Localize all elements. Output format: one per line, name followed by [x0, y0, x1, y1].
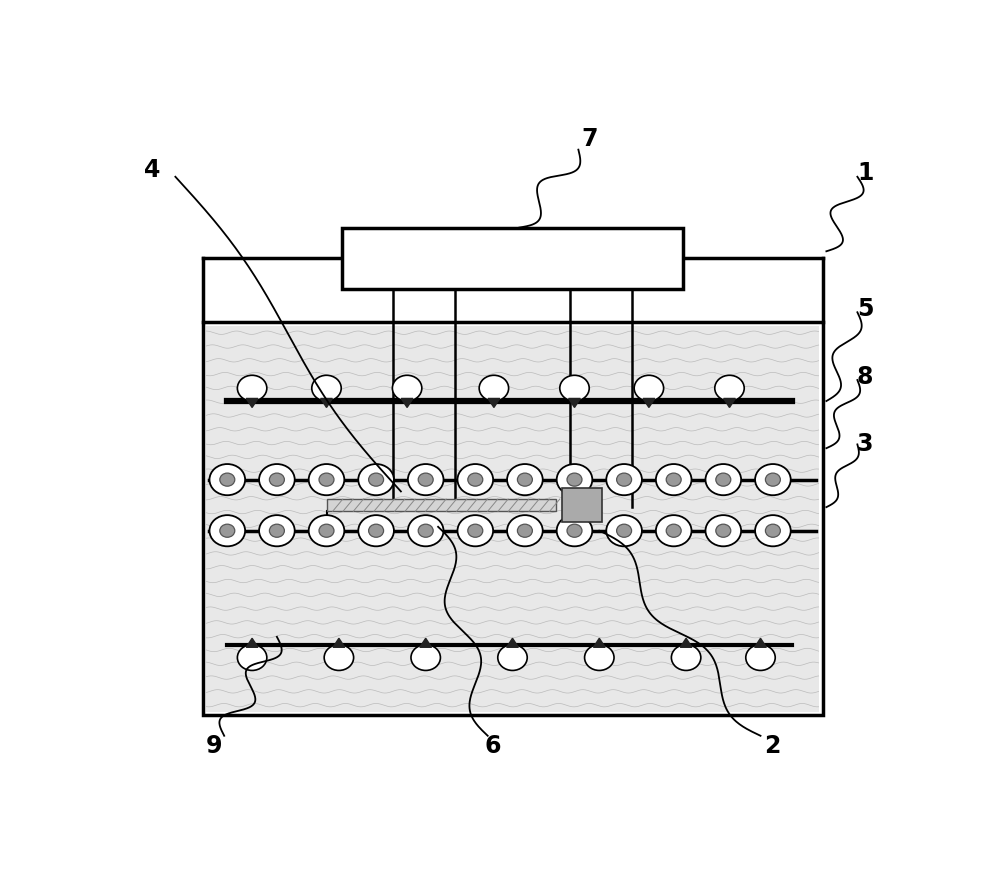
Circle shape: [457, 515, 493, 546]
Circle shape: [617, 524, 632, 538]
Circle shape: [259, 515, 295, 546]
Polygon shape: [593, 638, 605, 648]
Circle shape: [468, 473, 483, 486]
Polygon shape: [488, 399, 500, 407]
Polygon shape: [333, 638, 345, 648]
Polygon shape: [680, 638, 692, 648]
Circle shape: [517, 524, 532, 538]
Circle shape: [237, 645, 267, 671]
Circle shape: [457, 464, 493, 495]
Circle shape: [324, 645, 354, 671]
Circle shape: [408, 515, 444, 546]
Circle shape: [369, 524, 384, 538]
Circle shape: [468, 524, 483, 538]
Circle shape: [557, 515, 592, 546]
Circle shape: [369, 473, 384, 486]
Bar: [202, 322, 822, 715]
Circle shape: [671, 645, 701, 671]
Polygon shape: [420, 638, 432, 648]
Polygon shape: [569, 399, 580, 407]
Circle shape: [746, 645, 775, 671]
Bar: [342, 228, 683, 289]
Circle shape: [560, 375, 589, 401]
Polygon shape: [507, 638, 518, 648]
Text: 9: 9: [206, 734, 222, 758]
Circle shape: [269, 524, 284, 538]
Circle shape: [517, 473, 532, 486]
Circle shape: [585, 645, 614, 671]
Circle shape: [498, 645, 527, 671]
Circle shape: [606, 464, 642, 495]
Circle shape: [358, 515, 394, 546]
Circle shape: [479, 375, 509, 401]
Circle shape: [312, 375, 341, 401]
Circle shape: [716, 473, 731, 486]
Circle shape: [408, 464, 444, 495]
Circle shape: [319, 524, 334, 538]
Circle shape: [507, 515, 543, 546]
Circle shape: [755, 464, 791, 495]
Text: 8: 8: [857, 364, 873, 389]
Text: 5: 5: [857, 297, 873, 321]
Circle shape: [220, 473, 235, 486]
Circle shape: [309, 464, 344, 495]
Circle shape: [507, 464, 543, 495]
Circle shape: [418, 524, 433, 538]
Circle shape: [418, 473, 433, 486]
Circle shape: [705, 464, 741, 495]
Circle shape: [765, 524, 780, 538]
Circle shape: [666, 473, 681, 486]
Text: 7: 7: [582, 128, 598, 151]
Text: 2: 2: [764, 734, 780, 758]
Circle shape: [765, 473, 780, 486]
Circle shape: [656, 464, 692, 495]
Circle shape: [716, 524, 731, 538]
Circle shape: [358, 464, 394, 495]
Text: 6: 6: [485, 734, 501, 758]
Polygon shape: [401, 399, 413, 407]
Bar: [206, 326, 819, 712]
Circle shape: [567, 524, 582, 538]
Circle shape: [392, 375, 422, 401]
Circle shape: [411, 645, 440, 671]
Polygon shape: [724, 399, 735, 407]
Circle shape: [715, 375, 744, 401]
Text: 3: 3: [857, 432, 873, 457]
Circle shape: [209, 515, 245, 546]
Bar: [326, 499, 556, 511]
Polygon shape: [246, 399, 258, 407]
Circle shape: [606, 515, 642, 546]
Circle shape: [705, 515, 741, 546]
Circle shape: [617, 473, 632, 486]
Polygon shape: [755, 638, 766, 648]
Polygon shape: [246, 638, 258, 648]
Circle shape: [755, 515, 791, 546]
Circle shape: [269, 473, 284, 486]
Circle shape: [634, 375, 664, 401]
Circle shape: [567, 473, 582, 486]
Circle shape: [319, 473, 334, 486]
Circle shape: [557, 464, 592, 495]
Circle shape: [237, 375, 267, 401]
Circle shape: [666, 524, 681, 538]
Polygon shape: [643, 399, 655, 407]
Bar: [562, 488, 602, 522]
Text: 4: 4: [144, 158, 160, 182]
Circle shape: [656, 515, 692, 546]
Circle shape: [259, 464, 295, 495]
Text: 1: 1: [857, 161, 873, 186]
Circle shape: [220, 524, 235, 538]
Circle shape: [209, 464, 245, 495]
Circle shape: [309, 515, 344, 546]
Polygon shape: [321, 399, 332, 407]
